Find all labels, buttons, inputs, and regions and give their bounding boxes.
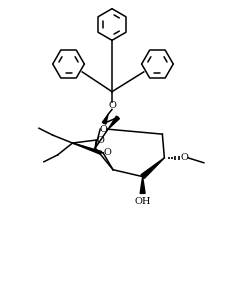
Polygon shape bbox=[102, 114, 108, 124]
Text: O: O bbox=[108, 101, 116, 110]
Text: O: O bbox=[96, 136, 104, 145]
Text: O: O bbox=[180, 153, 188, 162]
Polygon shape bbox=[141, 158, 164, 178]
Polygon shape bbox=[72, 143, 102, 154]
Text: O: O bbox=[103, 148, 111, 157]
Text: O: O bbox=[99, 125, 107, 134]
Polygon shape bbox=[140, 177, 145, 194]
Polygon shape bbox=[108, 116, 119, 129]
Text: OH: OH bbox=[134, 197, 151, 206]
